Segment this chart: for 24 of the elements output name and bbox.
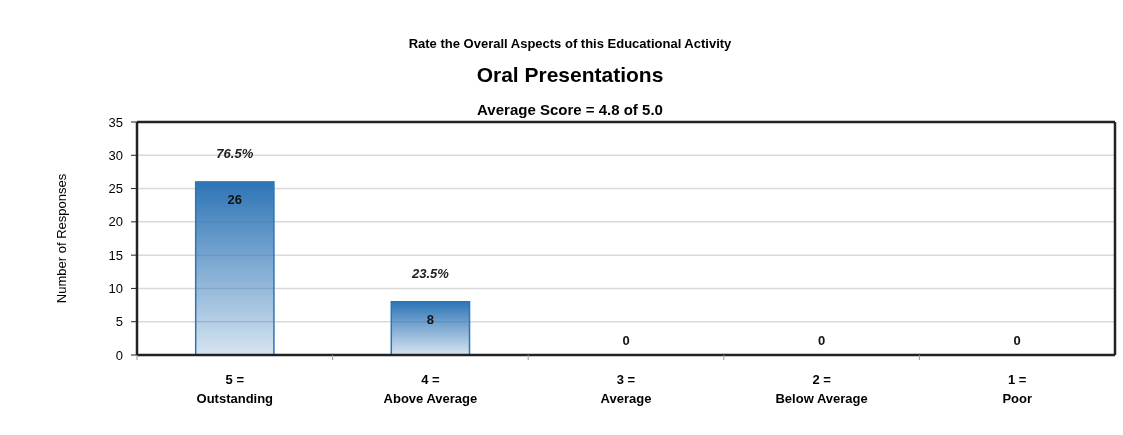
y-tick-label: 5: [115, 314, 123, 330]
data-label: 0: [622, 333, 630, 348]
data-label: 8: [426, 311, 435, 327]
y-tick-label: 30: [108, 147, 123, 163]
data-label: 0: [1013, 333, 1021, 348]
chart-title: Oral Presentations: [476, 63, 664, 86]
x-tick-label: 5 = Outstanding: [196, 372, 274, 406]
y-tick-label: 35: [108, 114, 123, 130]
y-tick-label: 25: [108, 181, 123, 197]
y-tick-label: 10: [108, 280, 123, 296]
y-axis-title: Number of Responses: [54, 173, 69, 304]
annotation: 23.5%: [410, 265, 450, 281]
x-tick-label: 3 = Average: [600, 372, 652, 406]
x-tick-label: 4 = Above Average: [383, 372, 478, 406]
text: Average Score = 4.8 of 5.0: [477, 101, 663, 118]
annotation: 76.5%: [216, 145, 254, 161]
y-tick-label: 15: [108, 247, 123, 263]
x-tick-label: 1 = Poor: [1002, 372, 1033, 406]
data-label: 0: [817, 333, 826, 348]
data-label: 26: [227, 191, 243, 207]
x-tick-label: 2 = Below Average: [775, 372, 868, 406]
y-tick-label: 20: [108, 214, 123, 230]
chart-subtitle: Rate the Overall Aspects of this Educational Activity: [408, 36, 733, 51]
y-tick-label: 0: [115, 347, 123, 363]
